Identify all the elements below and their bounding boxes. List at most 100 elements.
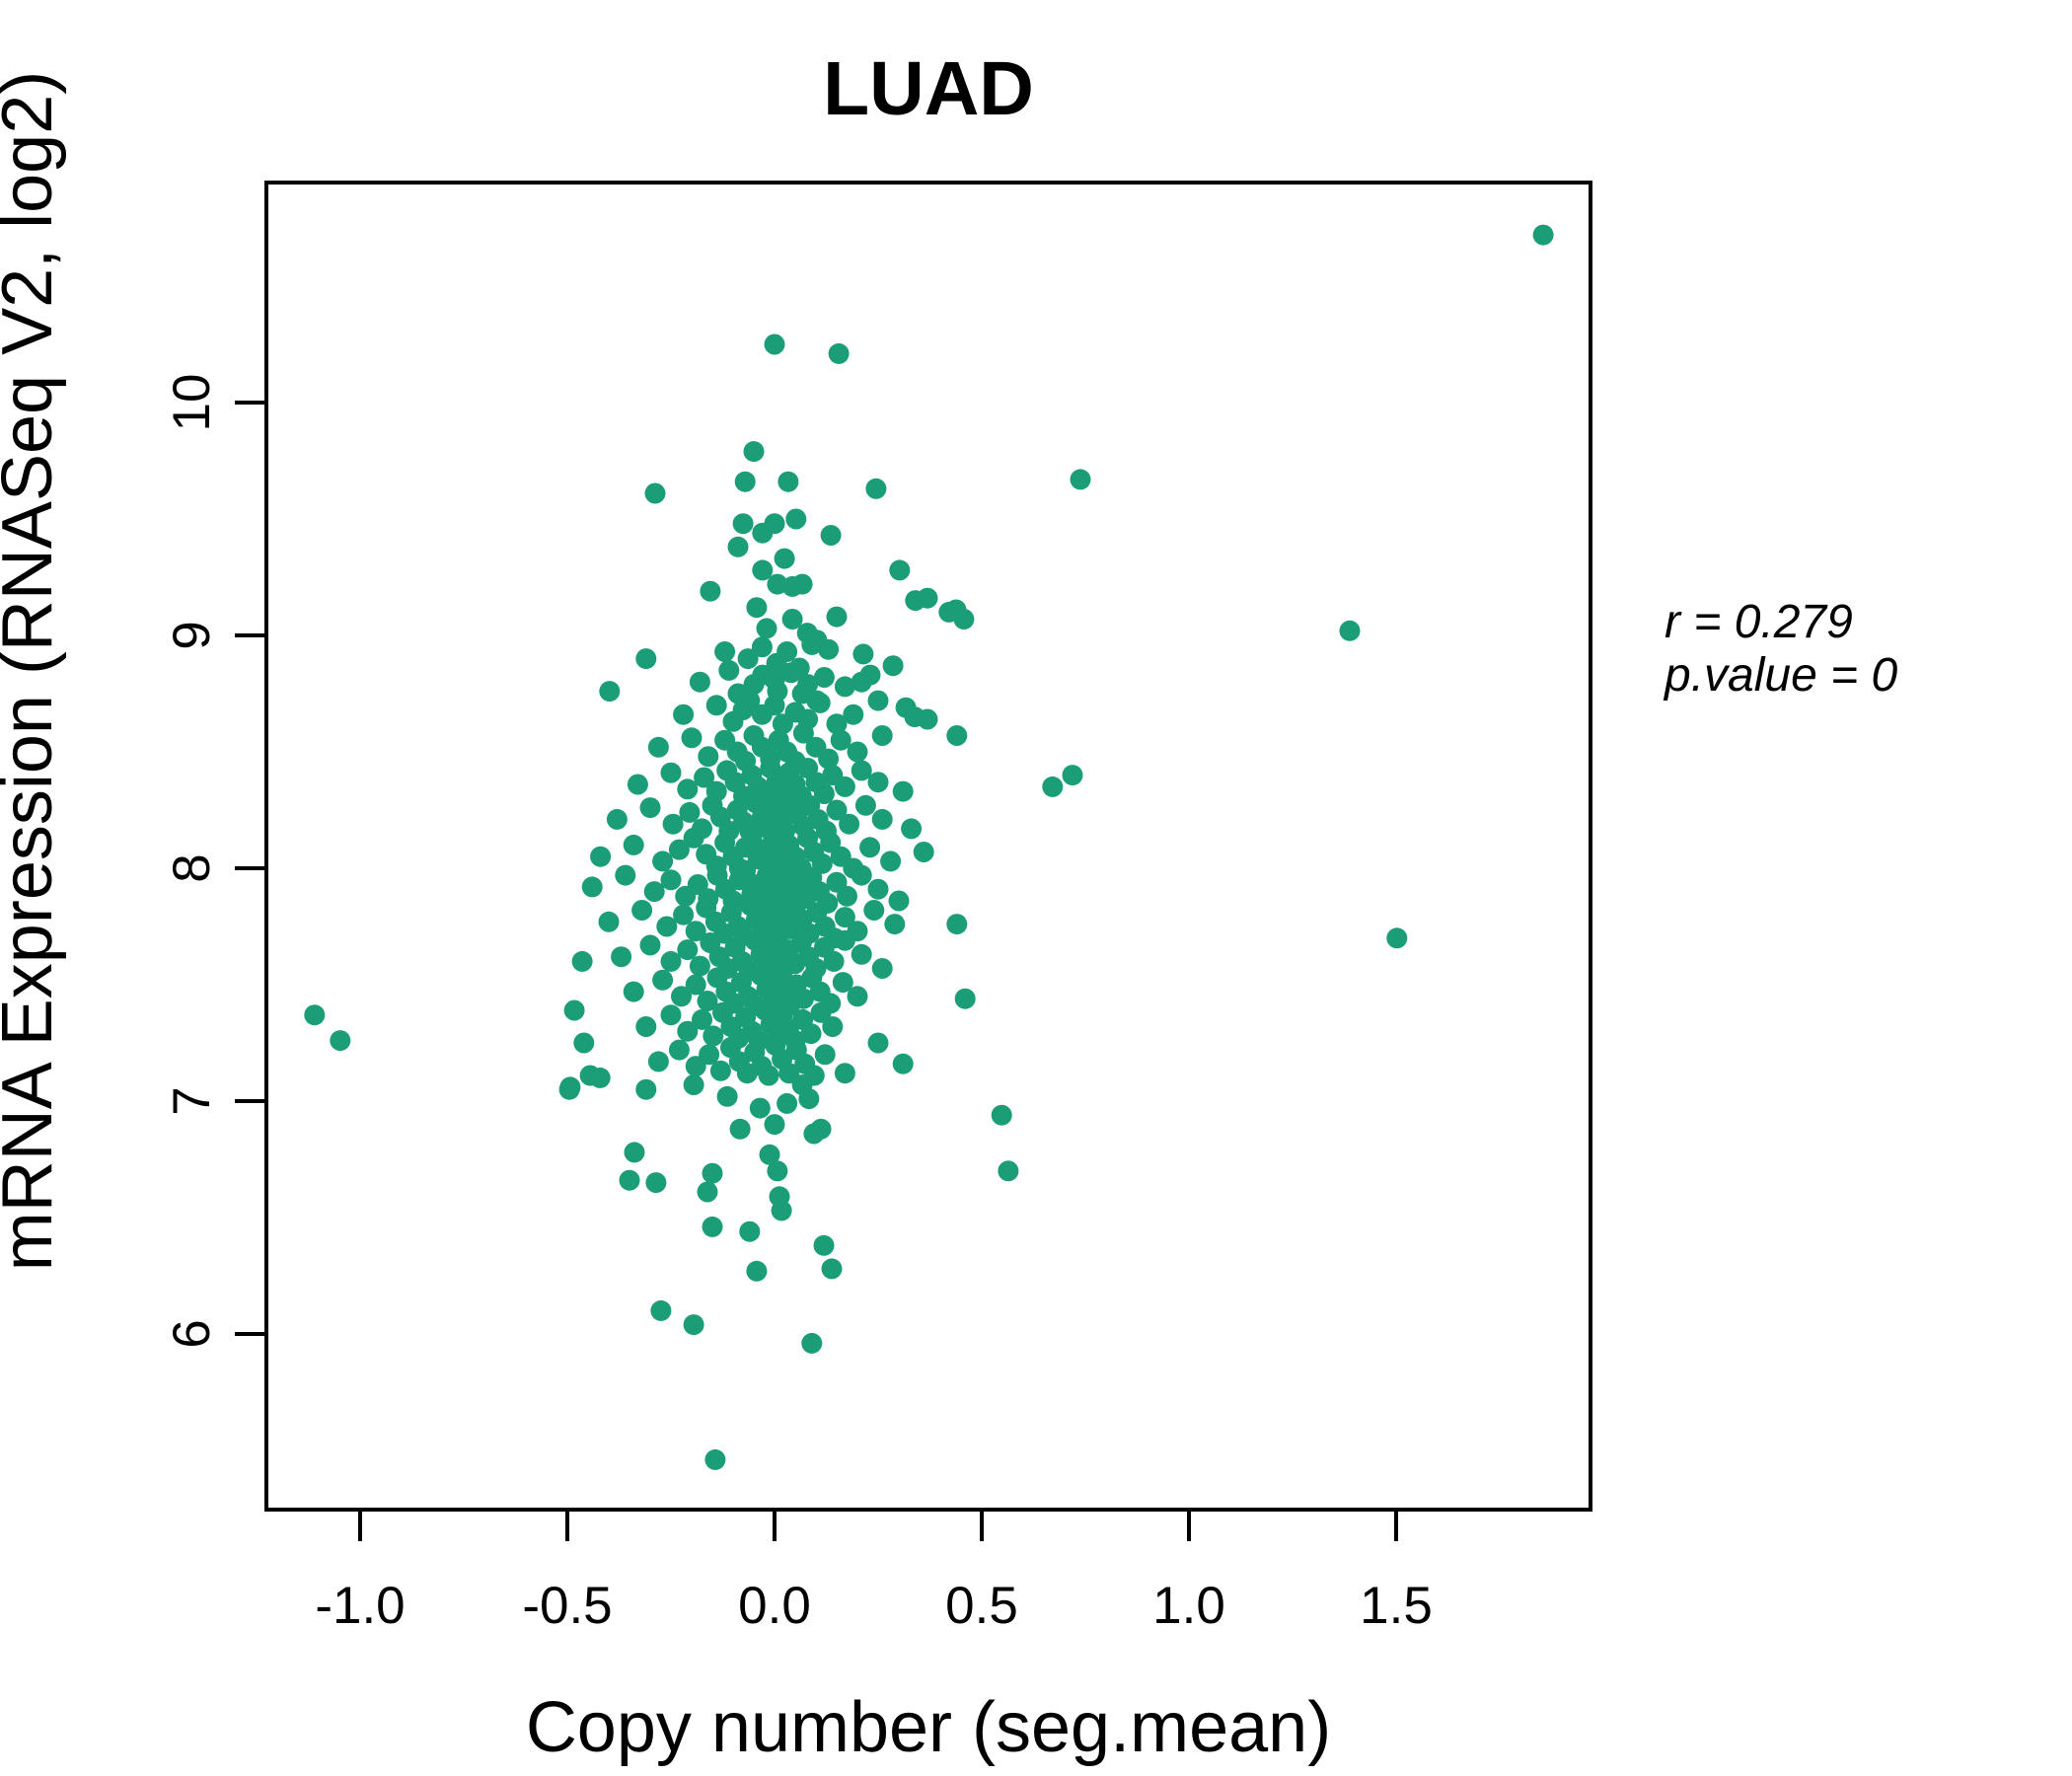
data-point xyxy=(798,1088,820,1110)
data-point xyxy=(673,703,695,725)
data-point xyxy=(660,869,682,891)
data-point xyxy=(852,643,874,665)
data-point xyxy=(631,900,653,921)
data-point xyxy=(650,1299,672,1321)
data-point xyxy=(818,748,840,770)
data-point xyxy=(571,950,593,972)
data-point xyxy=(573,1032,595,1054)
data-point xyxy=(764,669,785,691)
data-point xyxy=(643,881,665,903)
data-point xyxy=(647,736,669,758)
data-point xyxy=(792,722,814,744)
data-point xyxy=(668,839,690,860)
data-point xyxy=(901,818,923,840)
data-point xyxy=(689,955,710,977)
scatter-points xyxy=(304,224,1554,1470)
data-point xyxy=(781,609,803,629)
data-point xyxy=(635,1078,657,1100)
data-point xyxy=(644,482,666,504)
data-point xyxy=(822,1016,844,1037)
data-point xyxy=(834,676,855,698)
axis-ticks: -1.0 -0.5 0.0 0.5 1.0 1.5 6 7 8 9 10 xyxy=(163,374,1433,1635)
data-point xyxy=(851,760,872,781)
data-point xyxy=(611,946,632,968)
data-point xyxy=(668,1039,690,1061)
data-point xyxy=(683,1314,704,1336)
data-point xyxy=(692,1008,712,1030)
data-point xyxy=(677,778,699,800)
data-point xyxy=(700,580,721,602)
data-point xyxy=(777,471,799,492)
data-point xyxy=(826,606,848,628)
data-point xyxy=(998,1160,1019,1182)
data-point xyxy=(579,1065,601,1086)
data-point xyxy=(851,943,872,965)
data-point xyxy=(913,842,934,862)
x-tick-label: 0.0 xyxy=(738,1577,811,1635)
data-point xyxy=(839,813,860,835)
data-point xyxy=(304,1004,326,1026)
data-point xyxy=(746,1260,768,1282)
data-point xyxy=(729,1118,751,1140)
data-point xyxy=(803,1065,825,1086)
data-point xyxy=(662,813,684,835)
data-point xyxy=(623,981,644,1002)
data-point xyxy=(1339,620,1361,641)
data-point xyxy=(598,911,620,932)
data-point xyxy=(837,885,857,907)
data-point xyxy=(685,921,706,942)
data-point xyxy=(652,851,674,872)
data-point xyxy=(892,1053,914,1074)
data-point xyxy=(774,548,795,569)
data-point xyxy=(615,864,636,886)
data-point xyxy=(1042,776,1064,797)
data-point xyxy=(871,808,893,830)
data-point xyxy=(697,991,718,1011)
data-point xyxy=(867,1032,889,1054)
data-point xyxy=(746,597,768,619)
data-point xyxy=(851,864,872,886)
data-point xyxy=(801,633,823,655)
data-point xyxy=(843,703,864,725)
data-point xyxy=(826,799,848,821)
data-point xyxy=(751,636,773,658)
x-tick-label: 1.5 xyxy=(1360,1577,1433,1635)
data-point xyxy=(756,618,777,639)
data-point xyxy=(559,1076,581,1098)
data-point xyxy=(828,342,850,364)
y-axis-title: mRNA Expression (RNASeq V2, log2) xyxy=(0,71,67,1271)
data-point xyxy=(743,441,765,463)
data-point xyxy=(797,674,819,696)
data-point xyxy=(832,972,853,994)
data-point xyxy=(859,837,881,858)
data-point xyxy=(635,1016,657,1037)
data-point xyxy=(953,609,975,629)
data-point xyxy=(647,1051,669,1073)
data-point xyxy=(694,767,715,788)
data-point xyxy=(851,671,872,693)
data-point xyxy=(683,827,704,849)
data-point xyxy=(809,692,831,713)
data-point xyxy=(847,986,868,1007)
data-point xyxy=(681,727,703,749)
data-point xyxy=(764,695,785,716)
x-tick-label: 1.0 xyxy=(1152,1577,1225,1635)
data-point xyxy=(606,808,628,830)
data-point xyxy=(884,914,906,935)
data-point xyxy=(739,1221,761,1242)
data-point xyxy=(778,1063,800,1084)
data-point xyxy=(699,1044,720,1066)
data-point xyxy=(627,774,648,795)
data-point xyxy=(732,513,754,535)
data-point xyxy=(709,1060,731,1081)
data-point xyxy=(946,725,968,746)
data-point xyxy=(871,958,893,979)
data-point xyxy=(882,655,904,677)
data-point xyxy=(752,522,774,544)
data-point xyxy=(813,667,835,688)
data-point xyxy=(889,559,911,581)
data-point xyxy=(892,780,914,802)
data-point xyxy=(777,1092,798,1114)
data-point xyxy=(867,772,889,793)
